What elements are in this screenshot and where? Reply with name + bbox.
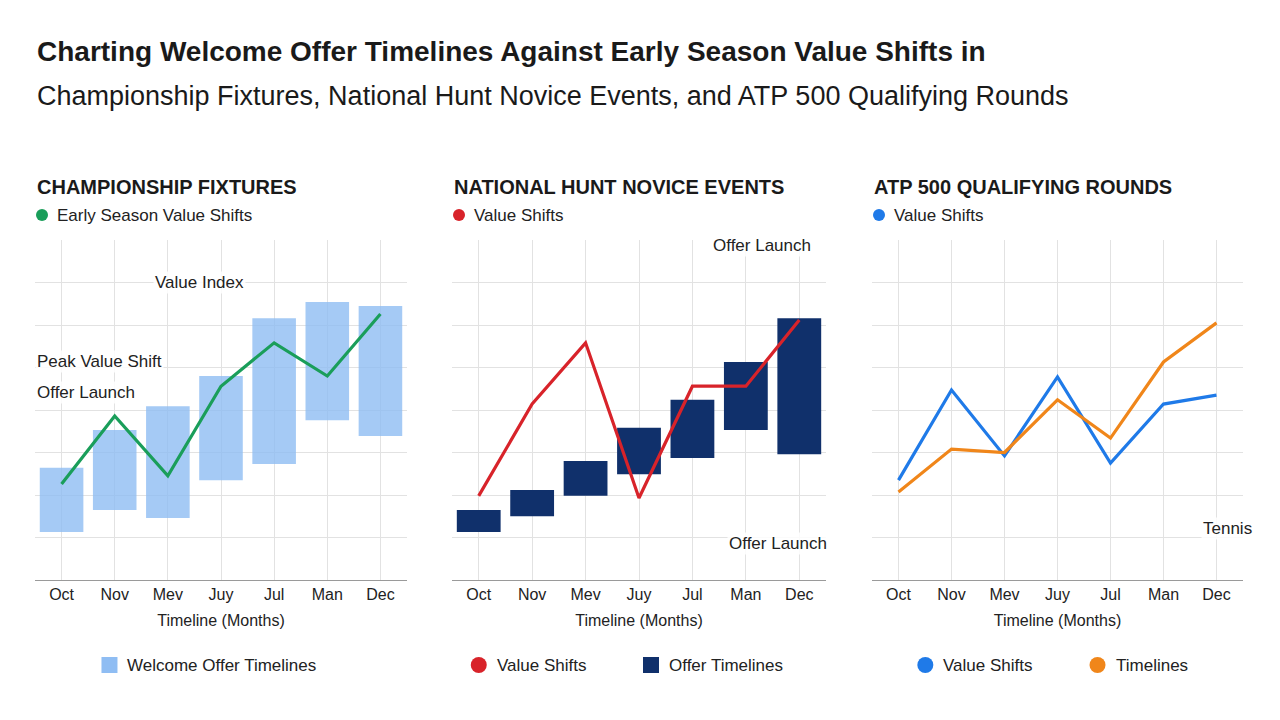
- svg-text:CHAMPIONSHIP FIXTURES: CHAMPIONSHIP FIXTURES: [37, 176, 297, 198]
- svg-text:Value Shifts: Value Shifts: [943, 656, 1032, 675]
- svg-text:Nov: Nov: [937, 586, 965, 603]
- svg-text:Man: Man: [1148, 586, 1179, 603]
- svg-text:Value Shifts: Value Shifts: [497, 656, 586, 675]
- svg-text:Mev: Mev: [989, 586, 1019, 603]
- svg-text:Value Index: Value Index: [155, 273, 244, 292]
- svg-text:Jul: Jul: [264, 586, 284, 603]
- svg-text:ATP 500 QUALIFYING ROUNDS: ATP 500 QUALIFYING ROUNDS: [874, 176, 1172, 198]
- svg-text:Juy: Juy: [209, 586, 234, 603]
- svg-text:Offer Launch: Offer Launch: [729, 534, 827, 553]
- svg-text:Mev: Mev: [153, 586, 183, 603]
- svg-text:Oct: Oct: [49, 586, 74, 603]
- svg-text:Jul: Jul: [682, 586, 702, 603]
- svg-text:Tennis: Tennis: [1203, 519, 1252, 538]
- svg-text:Offer Launch: Offer Launch: [37, 383, 135, 402]
- svg-text:Early Season Value Shifts: Early Season Value Shifts: [57, 206, 252, 225]
- svg-text:Charting Welcome Offer Timelin: Charting Welcome Offer Timelines Against…: [37, 36, 986, 67]
- svg-text:Nov: Nov: [518, 586, 546, 603]
- svg-text:Welcome Offer Timelines: Welcome Offer Timelines: [127, 656, 316, 675]
- svg-text:Juy: Juy: [1045, 586, 1070, 603]
- svg-text:Timeline (Months): Timeline (Months): [575, 612, 702, 629]
- svg-text:Value Shifts: Value Shifts: [894, 206, 983, 225]
- svg-text:Dec: Dec: [785, 586, 813, 603]
- svg-text:Oct: Oct: [466, 586, 491, 603]
- svg-text:Offer Launch: Offer Launch: [713, 236, 811, 255]
- svg-text:NATIONAL HUNT NOVICE EVENTS: NATIONAL HUNT NOVICE EVENTS: [454, 176, 784, 198]
- svg-text:Peak Value Shift: Peak Value Shift: [37, 352, 162, 371]
- svg-text:Timeline (Months): Timeline (Months): [157, 612, 284, 629]
- svg-text:Man: Man: [730, 586, 761, 603]
- svg-text:Jul: Jul: [1100, 586, 1120, 603]
- svg-text:Offer Timelines: Offer Timelines: [669, 656, 783, 675]
- svg-text:Dec: Dec: [366, 586, 394, 603]
- svg-text:Mev: Mev: [570, 586, 600, 603]
- svg-text:Dec: Dec: [1202, 586, 1230, 603]
- svg-text:Championship Fixtures, Nationa: Championship Fixtures, National Hunt Nov…: [37, 81, 1069, 111]
- svg-text:Timelines: Timelines: [1116, 656, 1188, 675]
- svg-text:Man: Man: [312, 586, 343, 603]
- svg-text:Nov: Nov: [100, 586, 128, 603]
- svg-text:Oct: Oct: [886, 586, 911, 603]
- svg-text:Timeline (Months): Timeline (Months): [994, 612, 1121, 629]
- svg-text:Value Shifts: Value Shifts: [474, 206, 563, 225]
- svg-text:Juy: Juy: [627, 586, 652, 603]
